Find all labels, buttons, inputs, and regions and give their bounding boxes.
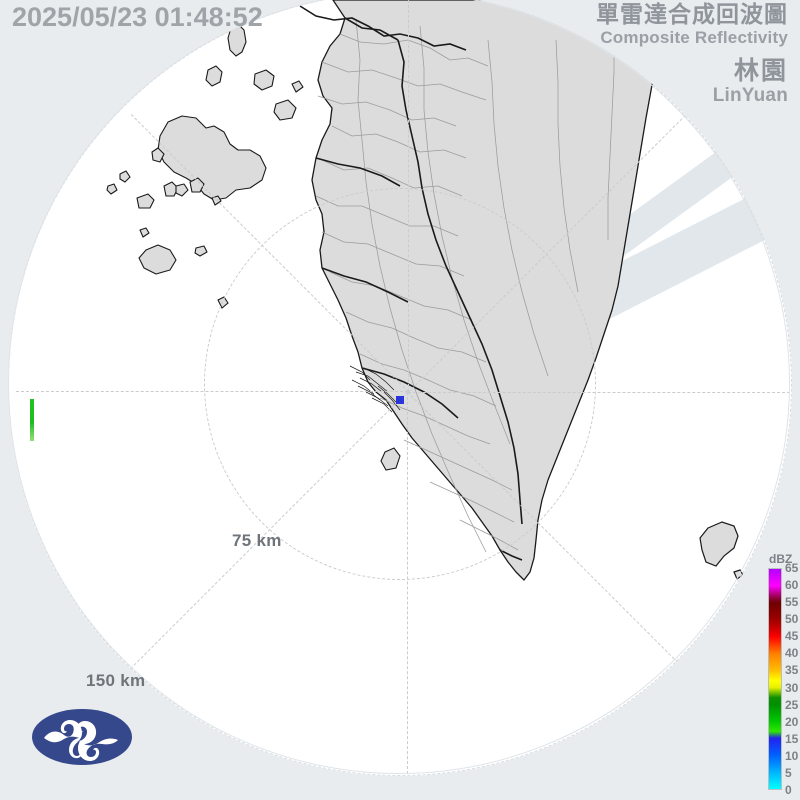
colorbar-tick-5: 5: [785, 765, 792, 780]
small-islets: [217, 296, 401, 471]
county-boundaries: [315, 19, 615, 553]
colorbar-tick-20: 20: [785, 714, 799, 729]
dbz-colorbar: dBZ 65 60 55 50 45 40 35 30 25 20 15 10 5 0: [765, 552, 800, 800]
colorbar-tick-25: 25: [785, 697, 799, 712]
station-name-en: LinYuan: [712, 84, 788, 106]
urban-detail: [349, 365, 401, 413]
colorbar-tick-10: 10: [785, 748, 799, 763]
product-title-en: Composite Reflectivity: [600, 27, 788, 47]
colorbar-tick-35: 35: [785, 663, 799, 678]
station-block: 林園 LinYuan: [712, 56, 788, 106]
taiwan-island: [311, 0, 665, 581]
radar-site-marker: [396, 396, 404, 404]
cwa-logo: [32, 709, 132, 765]
range-label-75km: 75 km: [232, 531, 282, 550]
map-layer: [106, 0, 744, 581]
colorbar-tick-45: 45: [785, 629, 799, 644]
penghu-islands: [106, 23, 304, 275]
colorbar-unit-label: dBZ: [769, 552, 793, 566]
product-title-zh: 單雷達合成回波圖: [596, 2, 788, 28]
colorbar-tick-60: 60: [785, 578, 799, 593]
colorbar-tick-40: 40: [785, 646, 799, 661]
colorbar-tick-15: 15: [785, 731, 799, 746]
colorbar-tick-55: 55: [785, 595, 799, 610]
colorbar-tick-65: 65: [785, 561, 799, 575]
colorbar-tick-50: 50: [785, 612, 799, 627]
colorbar-tick-0: 0: [785, 783, 792, 797]
title-block: 單雷達合成回波圖 Composite Reflectivity: [596, 2, 788, 47]
echo-cell-green-streak: [30, 399, 34, 441]
radar-disc: [8, 0, 792, 776]
range-label-150km: 150 km: [86, 671, 146, 690]
station-name-zh: 林園: [733, 56, 788, 85]
timestamp-label: 2025/05/23 01:48:52: [12, 2, 263, 32]
green-island: [699, 521, 744, 580]
colorbar-gradient: [768, 568, 782, 790]
colorbar-tick-30: 30: [785, 680, 799, 695]
major-boundaries: [299, 5, 523, 561]
